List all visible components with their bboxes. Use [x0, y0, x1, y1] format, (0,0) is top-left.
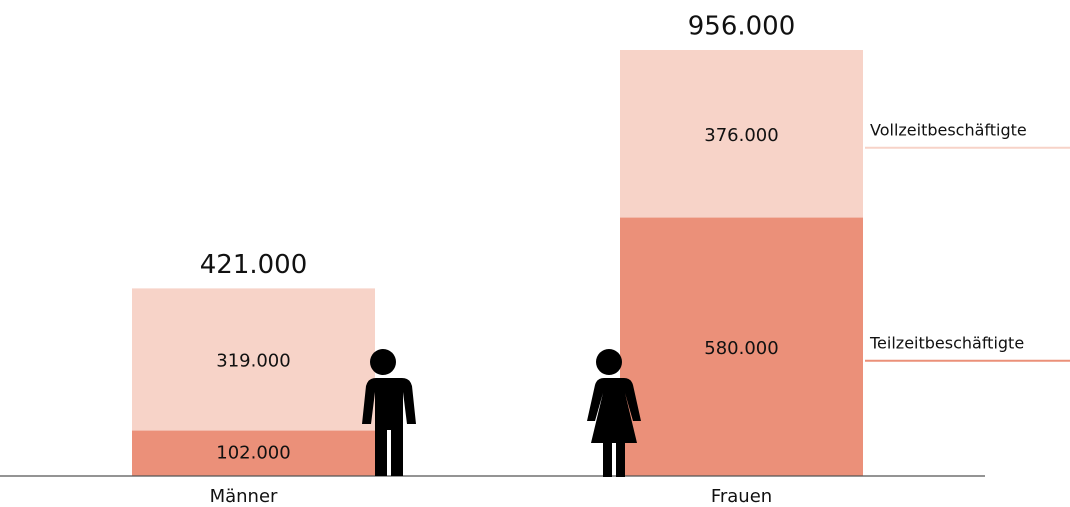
total-label: 956.000	[688, 12, 796, 42]
man-icon	[362, 349, 416, 476]
woman-icon	[587, 349, 641, 477]
category-label: Männer	[210, 486, 278, 507]
value-label: 319.000	[216, 350, 290, 371]
value-label: 580.000	[704, 338, 778, 359]
bar-segment	[620, 50, 863, 218]
value-label: 102.000	[216, 442, 290, 463]
bars	[132, 50, 863, 477]
total-label: 421.000	[200, 250, 308, 280]
bar-segment	[132, 288, 375, 431]
legend-label: Teilzeitbeschäftigte	[869, 333, 1024, 352]
legend-label: Vollzeitbeschäftigte	[870, 120, 1027, 139]
value-label: 376.000	[704, 125, 778, 146]
bar-segment	[620, 217, 863, 477]
bar-segment	[132, 430, 375, 476]
category-label: Frauen	[711, 486, 772, 507]
